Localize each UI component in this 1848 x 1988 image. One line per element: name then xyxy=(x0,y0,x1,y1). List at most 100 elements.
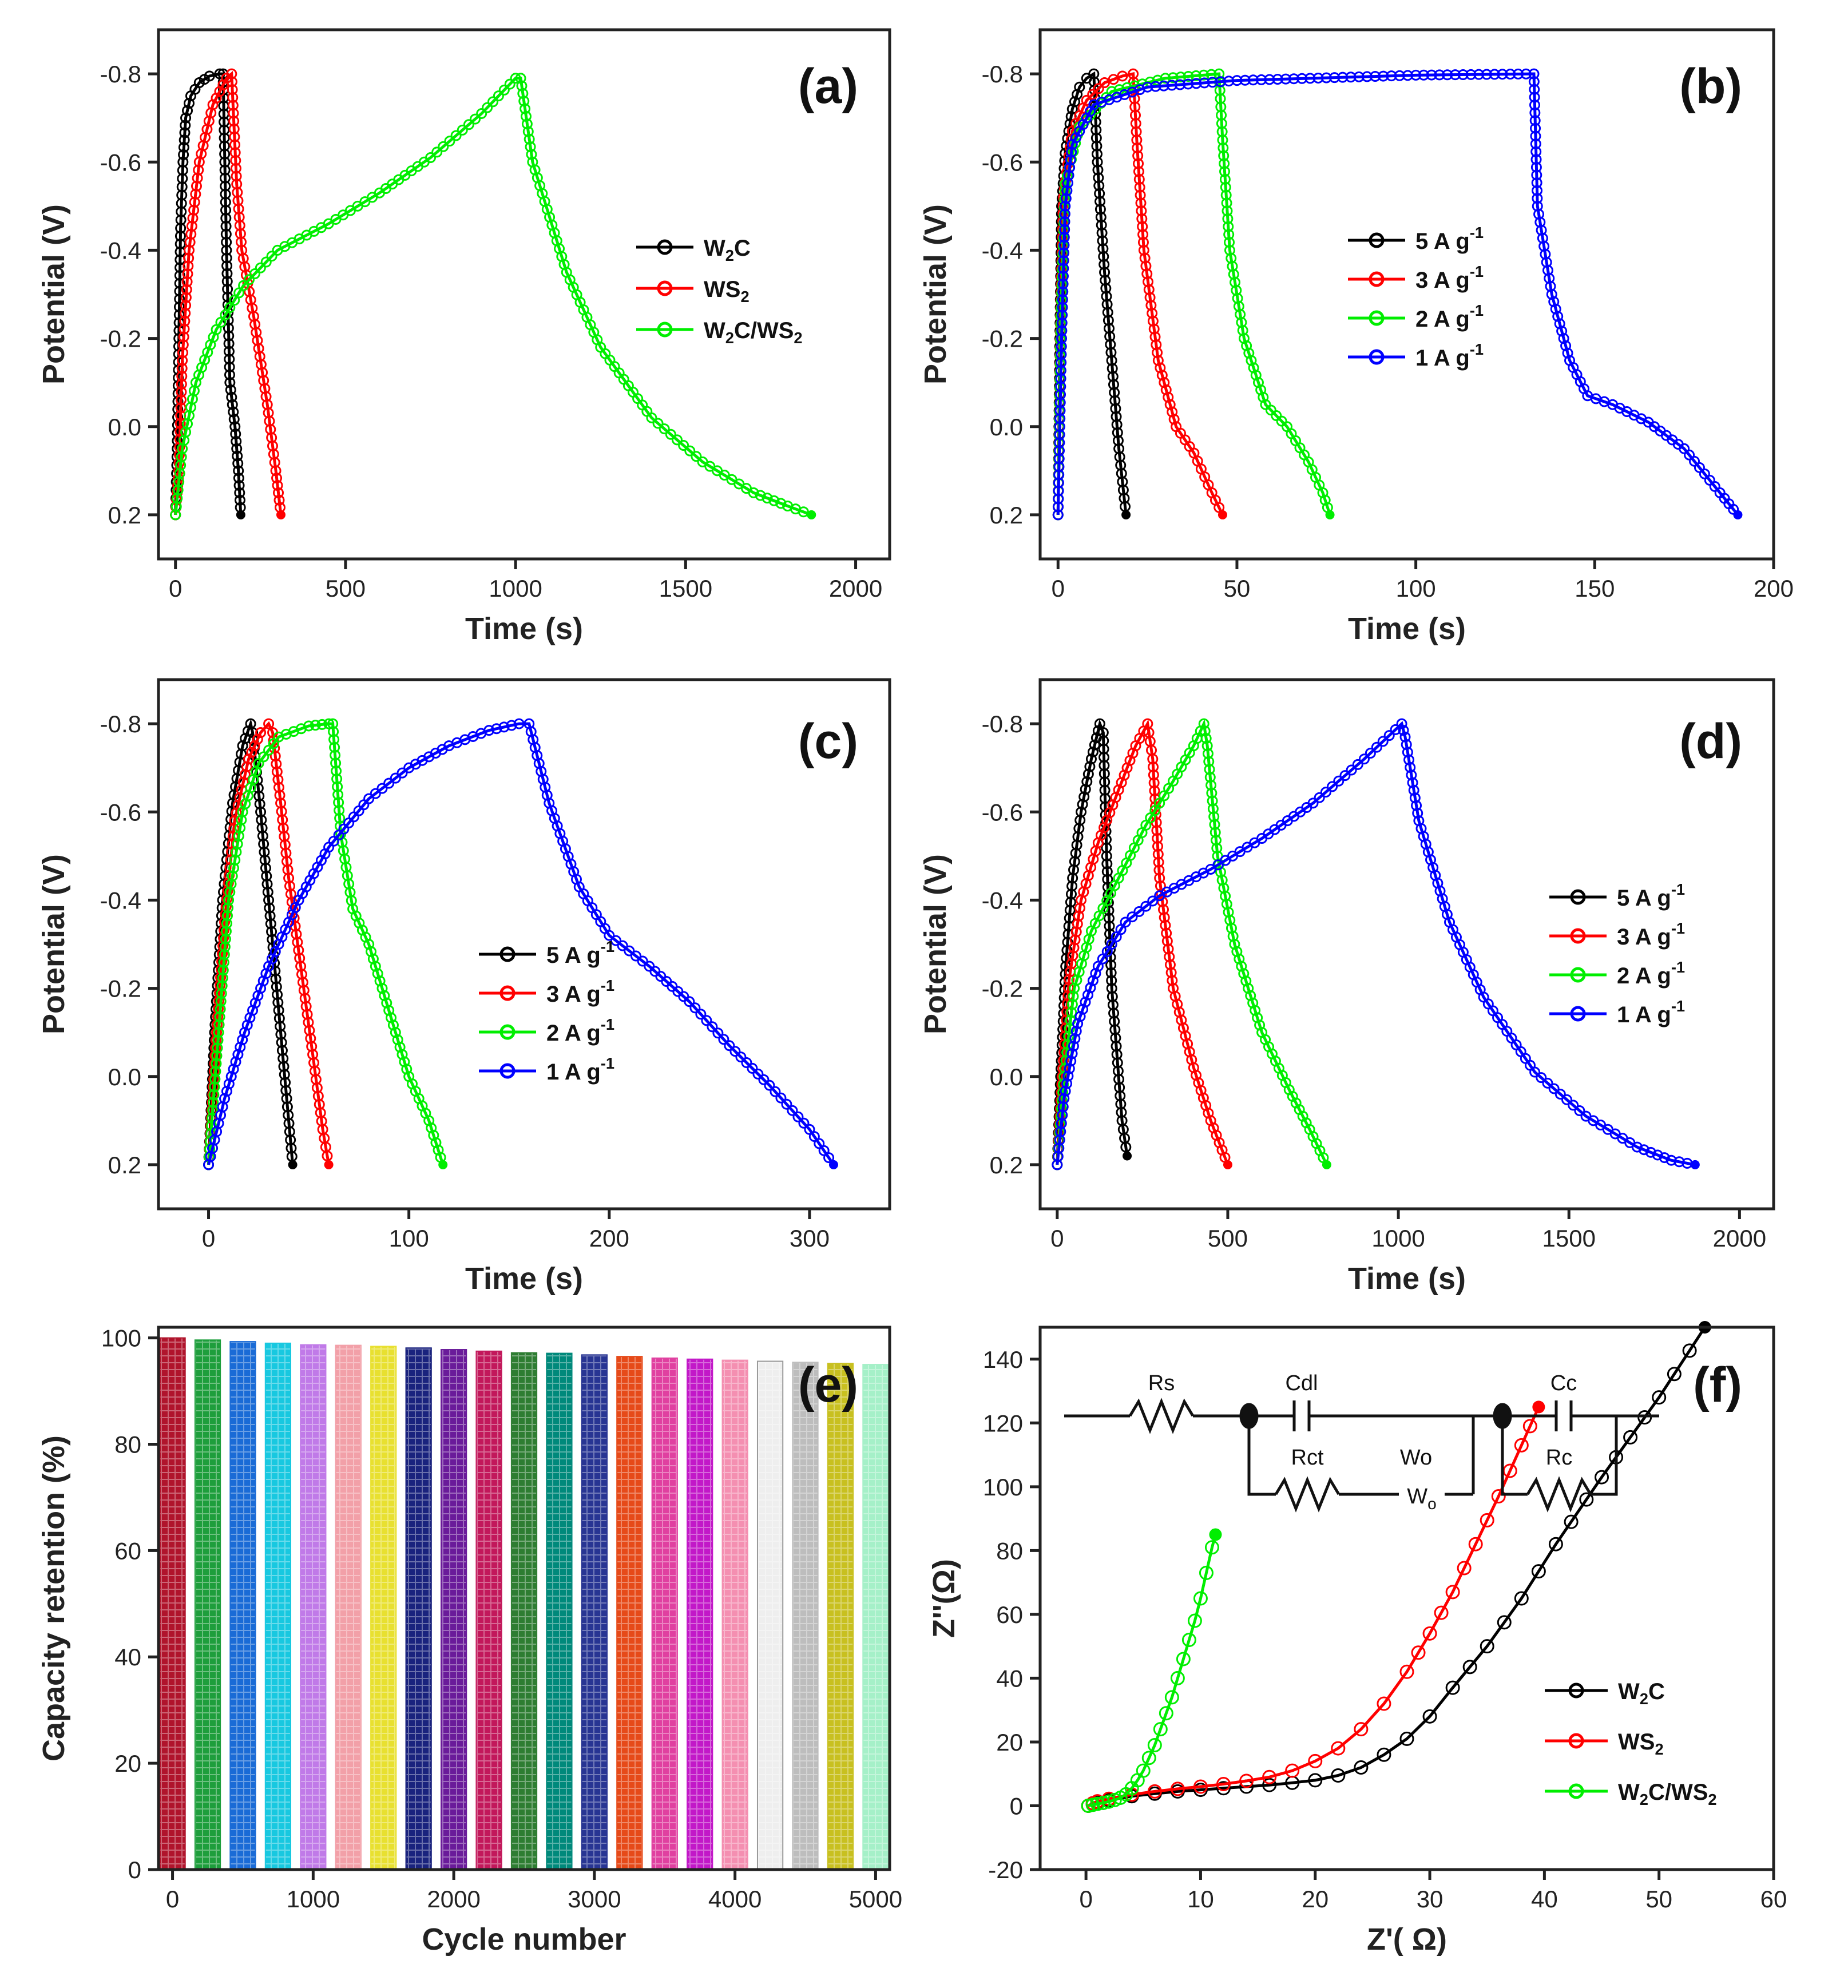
data-point xyxy=(272,774,284,785)
data-point xyxy=(1530,138,1541,150)
data-point xyxy=(1247,74,1259,86)
label-subscript: 2 xyxy=(740,288,749,305)
data-point xyxy=(1065,896,1076,908)
data-point xyxy=(1209,1528,1222,1541)
data-point xyxy=(1130,109,1141,121)
x-tick-label: 20 xyxy=(1302,1886,1329,1912)
data-point xyxy=(1159,1706,1173,1721)
data-point xyxy=(1167,406,1178,418)
data-point xyxy=(1209,827,1221,838)
data-point xyxy=(1231,946,1243,957)
data-point xyxy=(1399,1731,1414,1746)
data-point xyxy=(444,136,455,147)
y-tick-label: -0.8 xyxy=(982,61,1023,88)
data-point xyxy=(1193,1779,1208,1794)
data-point xyxy=(1074,902,1085,914)
data-point xyxy=(1073,910,1084,922)
data-point xyxy=(175,394,187,406)
x-tick-label: 1000 xyxy=(287,1886,340,1912)
data-point xyxy=(1149,785,1160,796)
data-point xyxy=(383,1005,395,1016)
data-point xyxy=(617,940,628,951)
data-point xyxy=(246,747,257,758)
x-tick-label: 4000 xyxy=(708,1886,762,1912)
data-point xyxy=(1093,172,1104,184)
data-point xyxy=(1250,370,1262,381)
data-point xyxy=(1480,1639,1494,1654)
label-superscript: -1 xyxy=(1470,301,1484,319)
bar xyxy=(581,1354,608,1870)
data-point xyxy=(1160,73,1171,84)
data-point xyxy=(183,260,194,272)
data-point xyxy=(327,718,339,729)
data-point xyxy=(1160,384,1172,396)
data-point xyxy=(1550,303,1561,315)
data-point xyxy=(1398,725,1409,736)
data-point xyxy=(1076,806,1087,818)
data-point xyxy=(426,1122,437,1134)
data-point xyxy=(273,781,284,793)
data-point xyxy=(1264,74,1275,85)
data-point xyxy=(1412,807,1423,819)
data-point xyxy=(1054,445,1065,457)
data-point xyxy=(1544,272,1555,284)
data-point xyxy=(219,140,230,152)
label-main: W xyxy=(704,236,725,261)
data-point xyxy=(689,1002,701,1014)
data-point xyxy=(1148,323,1160,335)
data-point xyxy=(1682,1343,1697,1358)
x-tick-label: 30 xyxy=(1417,1886,1443,1912)
data-point xyxy=(1409,792,1421,804)
data-point xyxy=(1090,132,1102,144)
data-point xyxy=(294,953,306,964)
data-point xyxy=(1276,415,1287,427)
data-point xyxy=(1057,301,1068,313)
data-point xyxy=(1531,1564,1546,1579)
data-point xyxy=(261,870,272,882)
y-tick-label: -0.2 xyxy=(100,326,141,352)
data-point xyxy=(261,878,273,890)
data-point xyxy=(1536,224,1547,236)
label-main: 2 A g xyxy=(1617,963,1671,989)
x-tick-label: 100 xyxy=(1396,575,1436,602)
data-point xyxy=(177,355,188,366)
data-point xyxy=(1053,493,1064,505)
x-tick-label: 200 xyxy=(589,1225,629,1252)
data-point xyxy=(1445,1680,1460,1695)
data-point xyxy=(304,1025,315,1036)
data-point xyxy=(264,910,276,922)
label-main: 3 A g xyxy=(1415,268,1470,293)
data-point xyxy=(179,127,191,138)
panel-letter: (d) xyxy=(1679,714,1742,769)
legend-marker xyxy=(1369,271,1385,287)
data-point xyxy=(220,188,231,200)
data-point xyxy=(1164,399,1176,410)
data-point xyxy=(498,84,510,96)
data-point xyxy=(1224,244,1235,256)
data-point xyxy=(1531,177,1542,189)
data-point xyxy=(237,776,249,788)
capacitor-gap xyxy=(1555,1402,1572,1430)
panel-e: 0 1000 2000 3000 4000 5000 0 20 40 60 80 100 Cycle n… xyxy=(37,1325,902,1957)
data-point xyxy=(233,830,244,842)
y-tick-label: -0.2 xyxy=(982,326,1023,352)
data-point xyxy=(1061,185,1073,196)
bar xyxy=(475,1350,502,1870)
series-line xyxy=(207,722,445,1165)
data-point xyxy=(1153,856,1164,868)
y-tick-label: 20 xyxy=(996,1729,1023,1756)
data-point xyxy=(1226,252,1237,264)
data-point xyxy=(1207,795,1218,807)
data-point xyxy=(1147,895,1159,907)
data-point xyxy=(252,783,264,794)
data-point xyxy=(1092,725,1104,736)
data-point xyxy=(333,797,344,808)
data-point xyxy=(1081,776,1093,787)
data-point xyxy=(1138,244,1149,256)
data-point xyxy=(1099,259,1110,270)
data-point xyxy=(515,73,526,84)
series-line xyxy=(174,72,243,515)
data-point xyxy=(251,327,262,338)
data-point xyxy=(176,189,188,201)
data-point xyxy=(1087,89,1099,100)
